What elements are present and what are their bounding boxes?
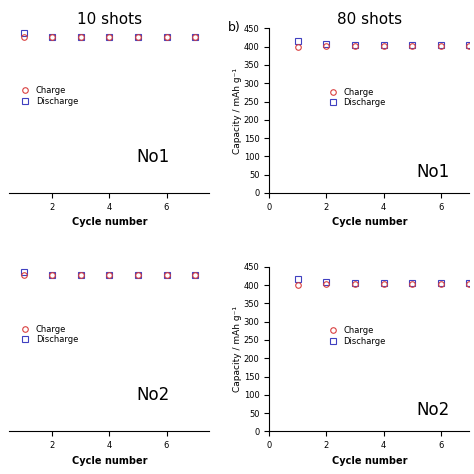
Title: 10 shots: 10 shots	[77, 12, 142, 27]
Legend: Charge, Discharge: Charge, Discharge	[16, 85, 79, 107]
Text: No2: No2	[137, 386, 170, 404]
Legend: Charge, Discharge: Charge, Discharge	[323, 325, 387, 346]
Legend: Charge, Discharge: Charge, Discharge	[16, 324, 79, 345]
Text: b): b)	[228, 21, 240, 34]
Legend: Charge, Discharge: Charge, Discharge	[323, 87, 387, 108]
Title: 80 shots: 80 shots	[337, 12, 402, 27]
X-axis label: Cycle number: Cycle number	[331, 217, 407, 227]
Text: No1: No1	[137, 148, 170, 166]
Y-axis label: Capacity / mAh g⁻¹: Capacity / mAh g⁻¹	[233, 306, 242, 392]
Text: No1: No1	[417, 163, 450, 181]
Y-axis label: Capacity / mAh g⁻¹: Capacity / mAh g⁻¹	[233, 68, 242, 154]
Text: No2: No2	[417, 401, 450, 419]
X-axis label: Cycle number: Cycle number	[72, 456, 147, 465]
X-axis label: Cycle number: Cycle number	[331, 456, 407, 465]
X-axis label: Cycle number: Cycle number	[72, 217, 147, 227]
